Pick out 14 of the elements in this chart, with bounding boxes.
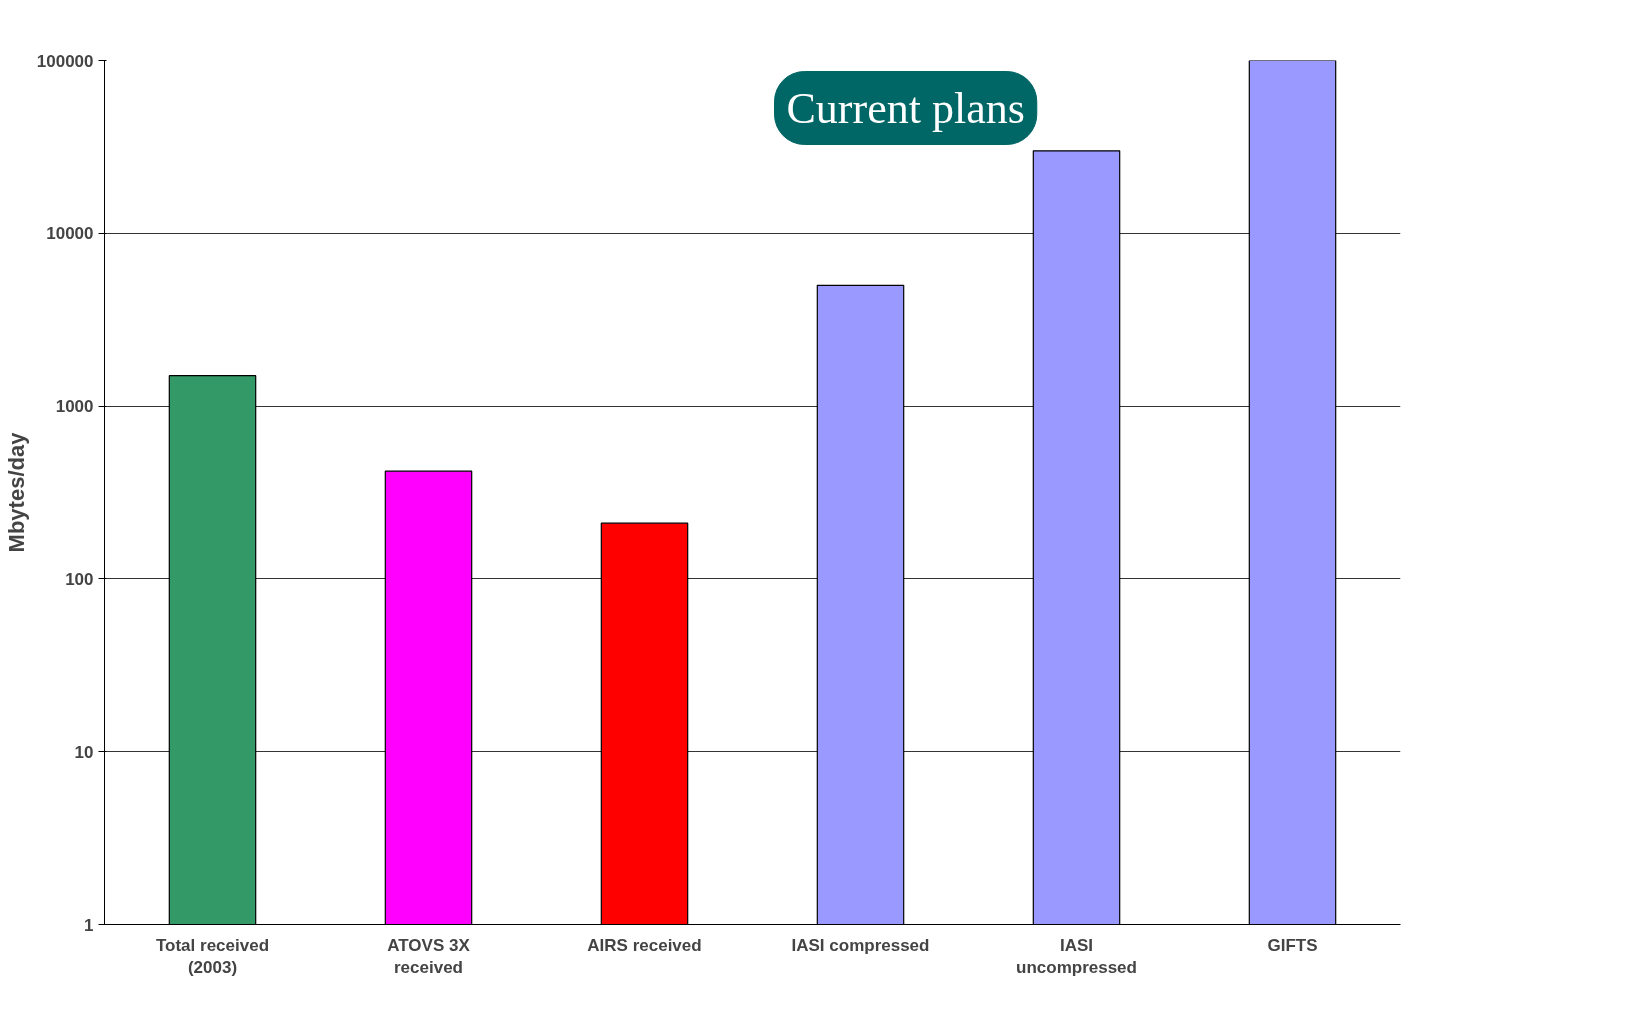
x-tick-label: ATOVS 3X received bbox=[387, 935, 471, 978]
y-axis-title: Mbytes/day bbox=[3, 431, 29, 553]
y-tick-label: 1000 bbox=[55, 397, 94, 417]
annotation: Current plans bbox=[786, 83, 1025, 133]
x-tick-label: GIFTS bbox=[1267, 935, 1318, 955]
y-tick-label: 100000 bbox=[36, 51, 94, 71]
x-tick-label: IASI uncompressed bbox=[1016, 935, 1137, 978]
x-tick-label: AIRS received bbox=[587, 935, 702, 955]
y-tick-label: 100 bbox=[65, 569, 94, 589]
x-tick-label: Total received (2003) bbox=[155, 935, 270, 978]
x-tick-label: IASI compressed bbox=[791, 935, 930, 955]
y-tick-label: 10 bbox=[74, 742, 94, 762]
y-tick-label: 10000 bbox=[46, 224, 94, 244]
y-tick-label: 1 bbox=[84, 915, 94, 935]
